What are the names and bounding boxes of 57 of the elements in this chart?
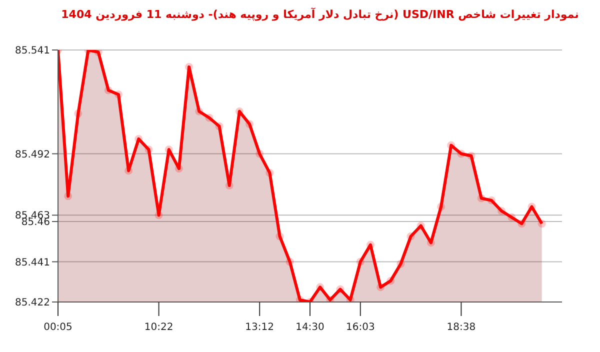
x-tick-label: 14:30 <box>296 322 324 333</box>
point <box>276 232 284 240</box>
point <box>406 232 415 240</box>
point <box>256 150 264 158</box>
point <box>336 285 344 294</box>
point <box>508 213 516 222</box>
point <box>154 211 163 220</box>
point <box>246 120 254 128</box>
point <box>538 220 546 228</box>
y-tick-label: 85.422 <box>15 298 50 309</box>
x-tick-label: 10:22 <box>144 322 174 333</box>
point <box>164 146 173 154</box>
point <box>356 258 364 266</box>
point <box>518 220 526 228</box>
x-tick-label: 13:12 <box>245 322 274 333</box>
point <box>477 194 486 202</box>
chart-title: نمودار تغییرات شاخص USD/INR (نرخ تبادل دلار آمریکا و روپیه هند)- دوشنبه 11 فروردین 1404 <box>60 8 580 23</box>
point <box>366 240 374 249</box>
point <box>437 202 446 211</box>
point <box>174 164 183 173</box>
point <box>326 296 334 302</box>
point <box>124 166 133 175</box>
point <box>487 196 496 204</box>
point <box>74 110 82 118</box>
point <box>346 296 354 302</box>
point <box>467 152 476 160</box>
point <box>114 90 122 98</box>
point <box>376 283 385 292</box>
point <box>286 258 294 266</box>
point <box>447 141 456 150</box>
y-tick-label: 85.492 <box>15 149 50 160</box>
point <box>386 276 395 285</box>
point <box>94 50 102 56</box>
x-tick-label: 00:05 <box>44 322 72 333</box>
point <box>296 296 304 302</box>
point <box>235 107 244 116</box>
point <box>266 168 274 177</box>
point <box>396 260 405 268</box>
point <box>225 182 234 190</box>
point <box>205 114 214 122</box>
point <box>457 150 466 158</box>
point <box>144 146 153 154</box>
point <box>416 222 425 230</box>
point <box>215 122 224 130</box>
point <box>185 62 194 71</box>
x-tick-label: 18:38 <box>446 322 476 333</box>
point <box>528 202 536 211</box>
x-tick-label: 16:03 <box>346 322 375 333</box>
point <box>426 238 435 247</box>
y-tick-label: 85.441 <box>15 257 50 268</box>
point <box>195 107 204 116</box>
point <box>104 86 112 94</box>
point <box>498 206 506 215</box>
point <box>64 192 72 200</box>
point <box>316 283 324 292</box>
y-tick-label: 85.541 <box>15 46 50 57</box>
point <box>134 134 143 143</box>
